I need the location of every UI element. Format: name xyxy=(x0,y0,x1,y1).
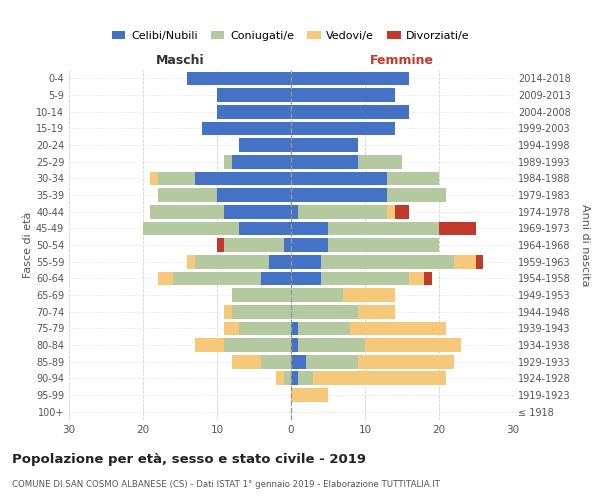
Bar xyxy=(291,388,328,402)
Bar xyxy=(232,305,291,318)
Bar xyxy=(224,305,232,318)
Bar xyxy=(387,205,395,218)
Bar xyxy=(387,172,439,185)
Bar xyxy=(224,322,239,335)
Bar xyxy=(424,272,431,285)
Bar xyxy=(320,255,454,268)
Bar xyxy=(284,372,291,385)
Text: Popolazione per età, sesso e stato civile - 2019: Popolazione per età, sesso e stato civil… xyxy=(12,452,366,466)
Bar xyxy=(269,255,291,268)
Bar xyxy=(158,172,195,185)
Bar xyxy=(224,338,291,352)
Bar xyxy=(291,88,395,102)
Bar xyxy=(365,338,461,352)
Bar xyxy=(262,355,291,368)
Bar xyxy=(358,155,402,168)
Bar xyxy=(313,372,446,385)
Bar xyxy=(143,222,239,235)
Bar xyxy=(224,238,284,252)
Bar xyxy=(358,305,395,318)
Bar xyxy=(291,255,320,268)
Bar xyxy=(298,338,365,352)
Bar xyxy=(217,188,291,202)
Text: COMUNE DI SAN COSMO ALBANESE (CS) - Dati ISTAT 1° gennaio 2019 - Elaborazione TU: COMUNE DI SAN COSMO ALBANESE (CS) - Dati… xyxy=(12,480,440,489)
Bar xyxy=(232,155,291,168)
Bar xyxy=(298,322,350,335)
Bar xyxy=(291,238,328,252)
Y-axis label: Anni di nascita: Anni di nascita xyxy=(580,204,590,286)
Bar xyxy=(291,372,298,385)
Bar xyxy=(291,205,298,218)
Bar xyxy=(350,322,446,335)
Text: Maschi: Maschi xyxy=(155,54,205,66)
Bar xyxy=(239,322,291,335)
Bar xyxy=(306,355,358,368)
Bar xyxy=(291,272,320,285)
Text: Femmine: Femmine xyxy=(370,54,434,66)
Bar xyxy=(476,255,484,268)
Bar xyxy=(291,288,343,302)
Bar xyxy=(276,372,284,385)
Bar xyxy=(151,172,158,185)
Bar xyxy=(291,138,358,152)
Bar xyxy=(284,238,291,252)
Bar xyxy=(195,338,224,352)
Bar xyxy=(158,272,173,285)
Y-axis label: Fasce di età: Fasce di età xyxy=(23,212,33,278)
Bar xyxy=(387,188,446,202)
Bar xyxy=(239,138,291,152)
Bar xyxy=(187,255,195,268)
Bar xyxy=(187,72,291,85)
Bar xyxy=(298,372,313,385)
Bar xyxy=(291,105,409,118)
Bar xyxy=(224,205,291,218)
Bar xyxy=(320,272,409,285)
Bar xyxy=(291,122,395,135)
Bar xyxy=(217,238,224,252)
Bar xyxy=(195,255,269,268)
Bar xyxy=(291,355,306,368)
Bar xyxy=(454,255,476,268)
Bar xyxy=(291,222,328,235)
Bar xyxy=(195,172,291,185)
Bar xyxy=(343,288,395,302)
Bar xyxy=(439,222,476,235)
Bar xyxy=(158,188,217,202)
Bar xyxy=(291,155,358,168)
Bar xyxy=(358,355,454,368)
Bar xyxy=(173,272,262,285)
Bar xyxy=(224,155,232,168)
Bar xyxy=(262,272,291,285)
Legend: Celibi/Nubili, Coniugati/e, Vedovi/e, Divorziati/e: Celibi/Nubili, Coniugati/e, Vedovi/e, Di… xyxy=(108,26,474,46)
Bar xyxy=(217,88,291,102)
Bar xyxy=(409,272,424,285)
Bar xyxy=(232,288,291,302)
Bar xyxy=(328,222,439,235)
Bar xyxy=(291,322,298,335)
Bar xyxy=(217,105,291,118)
Bar xyxy=(395,205,409,218)
Bar xyxy=(328,238,439,252)
Bar xyxy=(232,355,262,368)
Bar xyxy=(202,122,291,135)
Bar xyxy=(298,205,387,218)
Bar xyxy=(291,305,358,318)
Bar xyxy=(291,188,387,202)
Bar xyxy=(239,222,291,235)
Bar xyxy=(291,72,409,85)
Bar xyxy=(291,338,298,352)
Bar xyxy=(151,205,224,218)
Bar xyxy=(291,172,387,185)
